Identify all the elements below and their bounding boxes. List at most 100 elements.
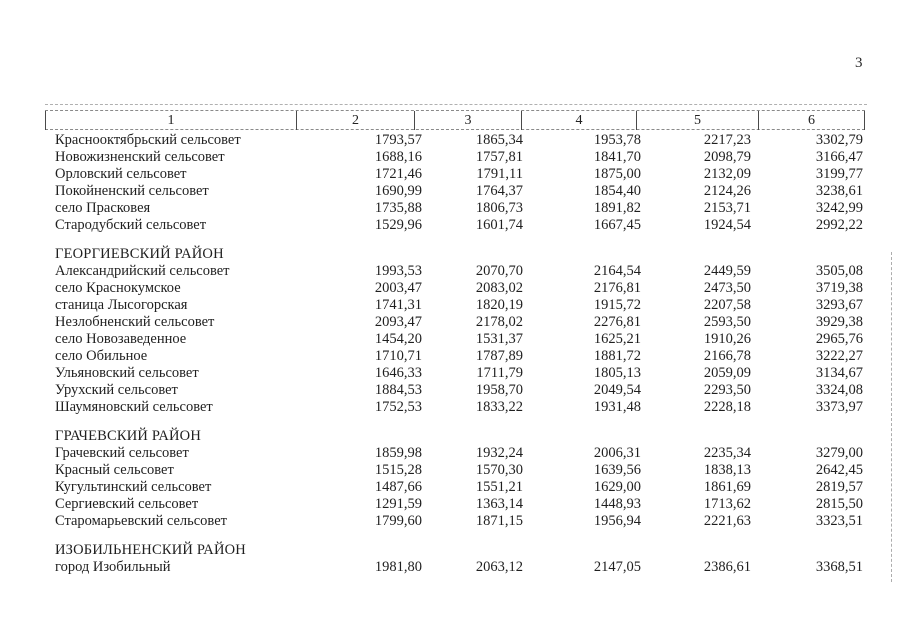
table-row: Александрийский сельсовет 1993,53 2070,70 2… (45, 263, 865, 280)
rate-value: 2083,02 (475, 280, 523, 296)
rate-value: 3368,51 (815, 559, 863, 575)
rate-value: 1711,79 (476, 365, 523, 381)
rate-value: 2178,02 (475, 314, 523, 330)
rate-value: 2293,50 (703, 382, 751, 398)
rate-value: 1735,88 (374, 200, 422, 216)
rate-value: 1454,20 (374, 331, 422, 347)
rate-value: 3238,61 (815, 183, 863, 199)
rate-value: 1910,26 (703, 331, 751, 347)
rate-value: 1529,96 (374, 217, 422, 233)
rate-value: 2166,78 (703, 348, 751, 364)
table-row: Ульяновский сельсовет 1646,33 1711,79 1805,… (45, 365, 865, 382)
table-row: Орловский сельсовет 1721,46 1791,11 1875,00… (45, 166, 865, 183)
rate-value: 2992,22 (815, 217, 863, 233)
locality-name: Покойненский сельсовет (55, 183, 209, 199)
rate-value: 3279,00 (815, 445, 863, 461)
table-row: Шаумяновский сельсовет 1752,53 1833,22 1931… (45, 399, 865, 416)
district-section: ИЗОБИЛЬНЕНСКИЙ РАЙОН город Изобильный 1981… (45, 542, 865, 576)
locality-name: Ульяновский сельсовет (55, 365, 199, 381)
table-header-row: 1 2 3 4 5 6 (45, 110, 865, 130)
rate-value: 1958,70 (475, 382, 523, 398)
locality-name: село Прасковея (55, 200, 151, 216)
scan-artifact-line (45, 104, 867, 105)
rate-value: 1570,30 (475, 462, 523, 478)
rate-value: 2276,81 (593, 314, 641, 330)
column-header-1: 1 (45, 111, 296, 130)
district-header: ИЗОБИЛЬНЕНСКИЙ РАЙОН (55, 542, 246, 558)
rate-value: 1875,00 (593, 166, 641, 182)
rate-value: 3293,67 (815, 297, 863, 313)
page-number: 3 (855, 55, 863, 71)
locality-name: Незлобненский сельсовет (55, 314, 215, 330)
rate-value: 2098,79 (703, 149, 751, 165)
rate-value: 1859,98 (374, 445, 422, 461)
rate-value: 3242,99 (815, 200, 863, 216)
rate-value: 1688,16 (374, 149, 422, 165)
rate-value: 2124,26 (703, 183, 751, 199)
rate-value: 2049,54 (593, 382, 641, 398)
rate-value: 1956,94 (593, 513, 641, 529)
rate-value: 1764,37 (475, 183, 523, 199)
rate-value: 3166,47 (815, 149, 863, 165)
rate-value: 1291,59 (374, 496, 422, 512)
rate-value: 1861,69 (703, 479, 751, 495)
rate-value: 1787,89 (475, 348, 523, 364)
table-row: Урухский сельсовет 1884,53 1958,70 2049,54 2… (45, 382, 865, 399)
rate-value: 1601,74 (475, 217, 523, 233)
rate-value: 1884,53 (374, 382, 422, 398)
rate-value: 2449,59 (703, 263, 751, 279)
rate-value: 1531,37 (475, 331, 523, 347)
rate-value: 1667,45 (593, 217, 641, 233)
locality-name: город Изобильный (55, 559, 171, 575)
table-row: село Новозаведенное 1454,20 1531,37 1625,21… (45, 331, 865, 348)
locality-name: село Краснокумское (55, 280, 181, 296)
locality-name: Стародубский сельсовет (55, 217, 207, 233)
rate-value: 2164,54 (593, 263, 641, 279)
district-header: ГЕОРГИЕВСКИЙ РАЙОН (55, 246, 224, 262)
rate-value: 2147,05 (593, 559, 641, 575)
rate-value: 1551,21 (475, 479, 523, 495)
locality-name: Грачевский сельсовет (55, 445, 189, 461)
rate-value: 1448,93 (593, 496, 641, 512)
column-header-3: 3 (414, 111, 521, 130)
locality-name: село Обильное (55, 348, 148, 364)
rate-value: 1639,56 (593, 462, 641, 478)
table-row: Новожизненский сельсовет 1688,16 1757,81 18… (45, 149, 865, 166)
table-body: Краснооктябрьский сельсовет 1793,57 1865,3… (45, 132, 865, 576)
locality-name: Краснооктябрьский сельсовет (55, 132, 241, 148)
locality-name: Урухский сельсовет (55, 382, 178, 398)
rate-value: 1953,78 (593, 132, 641, 148)
rate-value: 2063,12 (475, 559, 523, 575)
right-margin-dashed-line (891, 252, 892, 582)
locality-name: Орловский сельсовет (55, 166, 187, 182)
rate-value: 2176,81 (593, 280, 641, 296)
rate-value: 2235,34 (703, 445, 751, 461)
table-row: Кугультинский сельсовет 1487,66 1551,21 162… (45, 479, 865, 496)
rate-value: 1820,19 (475, 297, 523, 313)
rate-value: 1806,73 (475, 200, 523, 216)
rate-value: 2593,50 (703, 314, 751, 330)
rate-value: 1646,33 (374, 365, 422, 381)
rate-value: 1515,28 (374, 462, 422, 478)
rate-value: 2228,18 (703, 399, 751, 415)
district-section: Краснооктябрьский сельсовет 1793,57 1865,3… (45, 132, 865, 234)
rate-value: 1629,00 (593, 479, 641, 495)
table-row: станица Лысогорская 1741,31 1820,19 1915,72… (45, 297, 865, 314)
column-header-5: 5 (636, 111, 758, 130)
rate-value: 1854,40 (593, 183, 641, 199)
table-row: село Прасковея 1735,88 1806,73 1891,82 2153,… (45, 200, 865, 217)
rate-value: 1791,11 (476, 166, 523, 182)
district-header: ГРАЧЕВСКИЙ РАЙОН (55, 428, 202, 444)
rate-value: 2059,09 (703, 365, 751, 381)
table-row: село Краснокумское 2003,47 2083,02 2176,81 2… (45, 280, 865, 297)
column-header-2: 2 (296, 111, 414, 130)
rate-value: 1487,66 (374, 479, 422, 495)
rate-value: 3323,51 (815, 513, 863, 529)
rate-value: 2815,50 (815, 496, 863, 512)
rate-value: 2642,45 (815, 462, 863, 478)
table-row: Старомарьевский сельсовет 1799,60 1871,15 1… (45, 513, 865, 530)
rate-value: 1932,24 (475, 445, 523, 461)
locality-name: Красный сельсовет (55, 462, 174, 478)
rate-value: 1363,14 (475, 496, 523, 512)
locality-name: станица Лысогорская (55, 297, 188, 313)
